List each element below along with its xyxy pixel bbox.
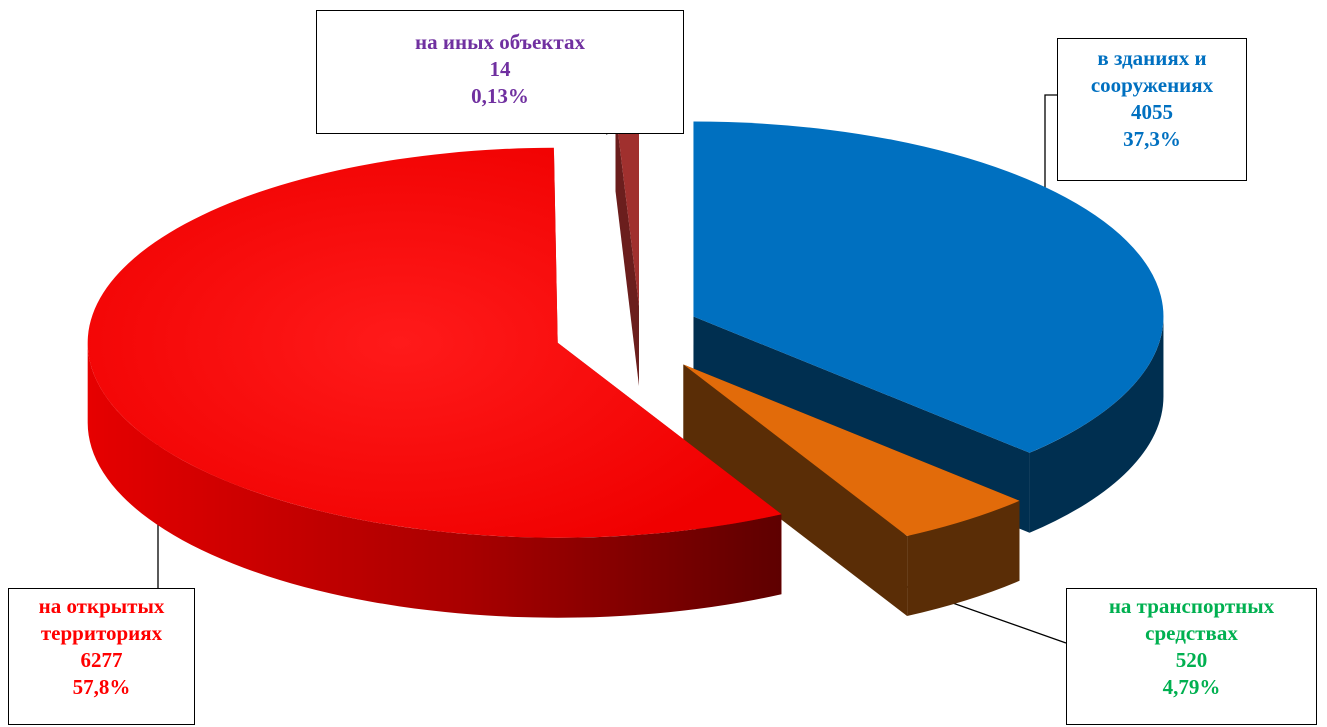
label-transport-value: 520 — [1175, 648, 1208, 672]
label-open: на открытых территориях 6277 57,8% — [8, 588, 195, 725]
label-other: на иных объектах 14 0,13% — [316, 10, 684, 134]
leader-line-buildings — [1044, 94, 1057, 232]
label-open-name-2: территориях — [40, 621, 163, 645]
slice-transport — [683, 364, 1020, 616]
slice-transport-side-0 — [907, 500, 1020, 616]
label-transport: на транспортных средствах 520 4,79% — [1066, 588, 1317, 725]
label-buildings-name-1: в зданиях и — [1097, 46, 1207, 70]
label-other-value: 14 — [489, 57, 511, 81]
label-buildings-name-2: сооружениях — [1090, 73, 1214, 97]
label-buildings-value: 4055 — [1131, 100, 1173, 124]
label-open-value: 6277 — [80, 648, 123, 672]
slice-other-top — [615, 111, 640, 307]
slice-other — [615, 111, 640, 387]
label-transport-name-2: средствах — [1145, 621, 1238, 645]
pie-slices — [87, 111, 1164, 618]
slice-open-top — [87, 147, 782, 538]
label-other-name: на иных объектах — [415, 30, 585, 54]
slice-other-wall-0 — [615, 111, 640, 387]
slice-transport-wall-1 — [683, 364, 908, 616]
label-buildings-percent: 37,3% — [1123, 127, 1181, 151]
label-open-name-1: на открытых — [38, 594, 165, 618]
label-buildings: в зданиях и сооружениях 4055 37,3% — [1057, 38, 1247, 181]
label-other-percent: 0,13% — [471, 84, 529, 108]
slice-open-side-0 — [87, 342, 782, 618]
label-transport-percent: 4,79% — [1162, 675, 1221, 699]
slice-buildings-side-0 — [1029, 316, 1164, 533]
slice-open — [87, 147, 782, 618]
slice-buildings-top — [693, 121, 1164, 453]
label-open-percent: 57,8% — [72, 675, 131, 699]
label-transport-name-1: на транспортных — [1108, 594, 1275, 618]
slice-transport-top — [683, 364, 1020, 536]
